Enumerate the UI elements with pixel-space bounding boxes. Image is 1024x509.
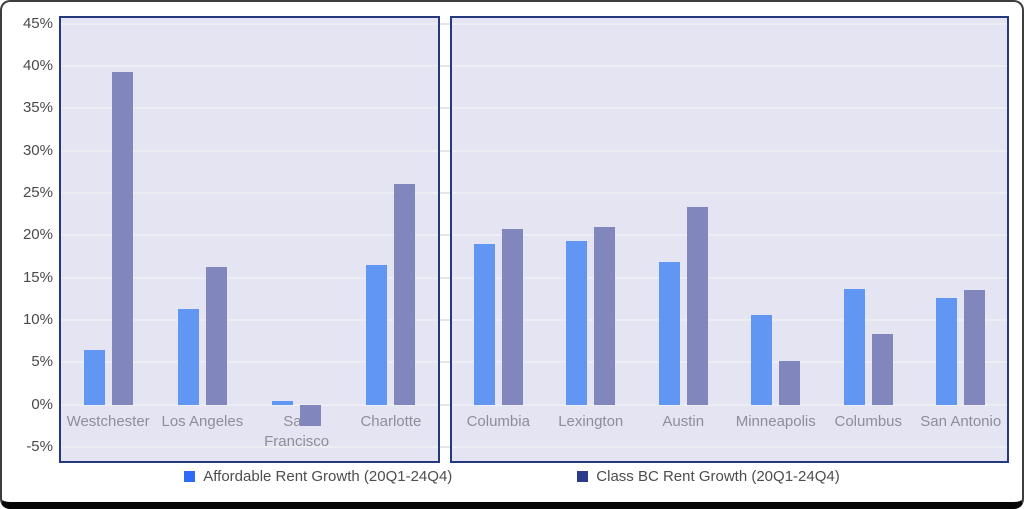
chart-panel-right-plot-area: Columbia Lexington Austin Minneapolis Columb… [452, 18, 1007, 461]
legend: Affordable Rent Growth (20Q1-24Q4) Class … [2, 468, 1022, 485]
category-label: Minneapolis [735, 413, 816, 430]
y-tick-label: -5% [26, 437, 53, 455]
bar-affordable-rent-growth [366, 264, 388, 405]
bar-class-bc-rent-growth [594, 226, 616, 405]
y-tick-label: 45% [22, 14, 53, 32]
bar-affordable-rent-growth [566, 241, 588, 405]
gridline [452, 191, 1007, 194]
bar-affordable-rent-growth [936, 297, 958, 405]
chart-panel-left-plot-area: Westchester Los Angeles San Francisco Charl… [61, 18, 438, 461]
gridline [452, 361, 1007, 364]
bar-affordable-rent-growth [83, 350, 105, 405]
y-axis: 45% 40% 35% 30% 25% 20% 15% 10% 5% 0% -5% [2, 2, 57, 502]
gridline [452, 107, 1007, 110]
bar-class-bc-rent-growth [394, 184, 416, 405]
gridline [452, 403, 1007, 406]
bar-affordable-rent-growth [272, 401, 294, 405]
gridline [452, 64, 1007, 67]
bar-affordable-rent-growth [843, 289, 865, 405]
y-tick-label: 0% [31, 395, 53, 413]
category-label: Charlotte [360, 413, 422, 430]
gridline [452, 234, 1007, 237]
gridline [61, 361, 438, 364]
category-label: Columbia [466, 413, 530, 430]
legend-item: Class BC Rent Growth (20Q1-24Q4) [577, 468, 840, 485]
y-tick-label: 35% [22, 99, 53, 117]
y-tick-label: 20% [22, 226, 53, 244]
category-label: Lexington [558, 413, 624, 430]
bar-affordable-rent-growth [751, 314, 773, 405]
gridline [452, 318, 1007, 321]
bar-class-bc-rent-growth [205, 267, 227, 405]
category-label: Austin [662, 413, 705, 430]
gridline [452, 445, 1007, 448]
category-label: San Francisco [264, 413, 330, 450]
y-tick-label: 10% [22, 310, 53, 328]
y-tick-label: 5% [31, 353, 53, 371]
category-label: Los Angeles [161, 413, 244, 430]
gridline [61, 64, 438, 67]
chart-panel-left: Westchester Los Angeles San Francisco Charl… [59, 16, 440, 463]
y-tick-label: 15% [22, 268, 53, 286]
gridline [61, 403, 438, 406]
y-tick-label: 30% [22, 141, 53, 159]
bar-class-bc-rent-growth [111, 71, 133, 405]
category-label: Columbus [834, 413, 903, 430]
gridline [61, 22, 438, 25]
legend-marker-icon [184, 471, 196, 482]
category-label: San Antonio [920, 413, 1002, 430]
bar-class-bc-rent-growth [871, 334, 893, 405]
gridline [61, 191, 438, 194]
gridline [61, 318, 438, 321]
gridline [61, 276, 438, 279]
gridline [452, 149, 1007, 152]
category-label: Westchester [66, 413, 150, 430]
gridline [452, 276, 1007, 279]
legend-label: Affordable Rent Growth (20Q1-24Q4) [203, 468, 453, 485]
legend-marker-icon [577, 471, 589, 482]
gridline [61, 445, 438, 448]
bar-affordable-rent-growth [658, 262, 680, 405]
bar-class-bc-rent-growth [300, 404, 322, 426]
legend-item: Affordable Rent Growth (20Q1-24Q4) [184, 468, 452, 485]
bar-class-bc-rent-growth [686, 207, 708, 405]
bar-affordable-rent-growth [177, 308, 199, 405]
bar-class-bc-rent-growth [964, 290, 986, 405]
y-tick-label: 25% [22, 183, 53, 201]
bar-affordable-rent-growth [473, 243, 495, 405]
y-tick-label: 40% [22, 56, 53, 74]
gridline [61, 234, 438, 237]
bar-class-bc-rent-growth [501, 229, 523, 405]
gridline [452, 22, 1007, 25]
chart-panel-right: Columbia Lexington Austin Minneapolis Columb… [450, 16, 1009, 463]
legend-label: Class BC Rent Growth (20Q1-24Q4) [596, 468, 840, 485]
bar-class-bc-rent-growth [779, 360, 801, 405]
gridline [61, 107, 438, 110]
gridline [61, 149, 438, 152]
